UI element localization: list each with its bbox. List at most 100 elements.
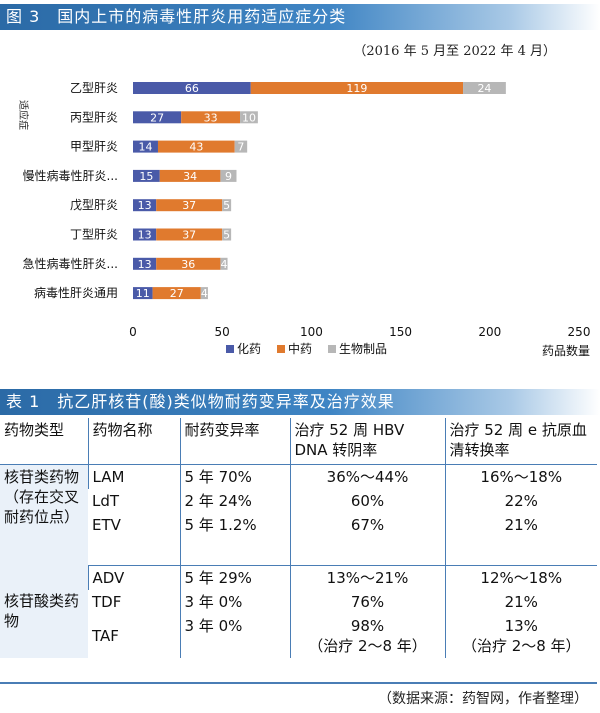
table-row: 核苷类药物（存在交叉耐药位点） LAM 5 年 70% 36%～44% 16%～… — [0, 464, 597, 565]
sero-rate-cell: 13% （治疗 2～8 年） — [444, 613, 597, 658]
header-drug-type: 药物类型 — [0, 418, 88, 465]
sero-rate-note: （治疗 2～8 年） — [461, 636, 581, 655]
category-label: 病毒性肝炎通用 — [34, 285, 118, 300]
table-row: ETV 5 年 1.2% 67% 21% — [0, 513, 597, 566]
bar-segment-chemical — [133, 287, 153, 300]
dna-rate-cell: 67% — [289, 513, 445, 566]
table-bottom-rule — [0, 682, 597, 684]
bar-value-label: 9 — [225, 170, 232, 183]
bar-value-label: 33 — [204, 111, 218, 124]
bar-value-label: 27 — [150, 111, 164, 124]
bar-segment-biologic — [234, 140, 248, 153]
bar-segment-chemical — [133, 111, 182, 124]
bar-segment-biologic — [200, 287, 208, 300]
category-label: 丁型肝炎 — [70, 228, 118, 242]
drug-name-cell: LAM — [87, 464, 180, 489]
category-label: 急性病毒性肝炎... — [23, 256, 118, 271]
x-tick-label: 250 — [568, 325, 591, 339]
bar-segment-tcm — [156, 257, 221, 270]
bar-segment-biologic — [220, 257, 228, 270]
bar-segment-tcm — [181, 111, 241, 124]
dna-rate-cell: 60% — [289, 489, 445, 513]
bar-value-label: 10 — [242, 111, 256, 124]
dna-rate-cell: 13%～21% — [289, 565, 445, 590]
sero-rate-cell: 21% — [444, 589, 597, 614]
bar-segment-tcm — [156, 199, 223, 212]
bar-segment-biologic — [220, 169, 237, 182]
header-resistance-rate: 耐药变异率 — [179, 418, 290, 465]
legend-label: 生物制品 — [339, 342, 387, 356]
bar-value-label: 7 — [237, 141, 244, 154]
bar-segment-chemical — [133, 140, 158, 153]
legend-label: 化药 — [237, 342, 261, 356]
legend-swatch — [226, 345, 234, 353]
bar-segment-chemical — [133, 257, 157, 270]
resistance-rate-cell: 5 年 29% — [179, 565, 290, 590]
bar-value-label: 37 — [182, 229, 196, 242]
table-title-banner: 表 1 抗乙肝核苷(酸)类似物耐药变异率及治疗效果 — [0, 389, 600, 415]
drug-name-cell: TAF — [92, 626, 119, 645]
drug-name-cell: TDF — [92, 592, 122, 611]
header-dna-negative-rate: 治疗 52 周 HBV DNA 转阴率 — [289, 418, 445, 465]
x-axis-title: 药品数量 — [542, 343, 590, 358]
bar-value-label: 4 — [220, 258, 227, 271]
drug-type-cell: 核苷酸类药物 — [0, 565, 88, 658]
bar-value-label: 5 — [223, 229, 230, 242]
category-label: 甲型肝炎 — [70, 140, 118, 154]
resistance-rate-cell: 3 年 0% — [179, 589, 290, 614]
resistance-rate-cell: 5 年 1.2% — [179, 513, 290, 566]
sero-rate-cell: 12%～18% — [444, 565, 597, 590]
x-tick-label: 50 — [215, 325, 230, 339]
sero-rate-value: 13% — [504, 616, 538, 635]
bar-segment-tcm — [159, 169, 221, 182]
bar-segment-tcm — [157, 140, 235, 153]
drug-type-cell: 核苷类药物（存在交叉耐药位点） — [0, 464, 88, 565]
resistance-rate-cell: 3 年 0% — [179, 613, 290, 658]
x-tick-label: 200 — [478, 325, 501, 339]
bar-value-label: 13 — [138, 258, 152, 271]
category-label: 丙型肝炎 — [70, 110, 118, 124]
table-row: TAF 3 年 0% 98% （治疗 2～8 年） 13% （治疗 2～8 年） — [0, 613, 597, 658]
drug-name-cell: LdT — [92, 492, 120, 510]
bar-value-label: 119 — [346, 82, 367, 95]
bar-segment-tcm — [156, 228, 223, 241]
bar-segment-biologic — [240, 111, 258, 124]
drug-resistance-table: 药物类型 药物名称 耐药变异率 治疗 52 周 HBV DNA 转阴率 治疗 5… — [0, 418, 597, 658]
sero-rate-cell: 21% — [444, 513, 597, 566]
bar-segment-chemical — [133, 199, 157, 212]
bar-segment-chemical — [133, 82, 251, 94]
header-e-antigen-rate: 治疗 52 周 e 抗原血清转换率 — [444, 418, 597, 465]
bar-value-label: 36 — [181, 258, 195, 271]
bar-segment-tcm — [250, 82, 464, 94]
bar-value-label: 5 — [223, 199, 230, 212]
dna-rate-value: 98% — [350, 616, 385, 635]
table-header-row: 药物类型 药物名称 耐药变异率 治疗 52 周 HBV DNA 转阴率 治疗 5… — [0, 418, 597, 465]
bar-value-label: 13 — [138, 229, 152, 242]
date-range-note: （2016 年 5 月至 2022 年 4 月） — [353, 44, 556, 59]
legend-swatch — [277, 345, 285, 353]
dna-rate-cell: 36%～44% — [289, 464, 445, 489]
bar-value-label: 14 — [138, 141, 152, 154]
data-source-note: （数据来源：药智网，作者整理） — [378, 691, 588, 707]
table-row: TDF 3 年 0% 76% 21% — [0, 589, 597, 614]
y-axis-title: 适应症 — [17, 100, 30, 130]
category-label: 乙型肝炎 — [70, 81, 118, 95]
drug-name-cell: ETV — [88, 513, 180, 566]
x-tick-label: 0 — [129, 325, 137, 339]
bar-value-label: 15 — [139, 170, 153, 183]
bar-value-label: 11 — [136, 287, 150, 300]
bar-segment-tcm — [152, 287, 201, 300]
dna-rate-cell: 98% （治疗 2～8 年） — [289, 613, 445, 658]
drug-name-cell: ADV — [87, 565, 180, 590]
table-row: LdT 2 年 24% 60% 22% — [0, 489, 597, 513]
bar-value-label: 37 — [182, 199, 196, 212]
bar-segment-chemical — [133, 169, 160, 182]
resistance-rate-cell: 5 年 70% — [179, 464, 290, 489]
dna-rate-note: （治疗 2～8 年） — [308, 636, 427, 655]
bar-value-label: 24 — [477, 82, 491, 95]
category-label: 戊型肝炎 — [70, 198, 118, 212]
bar-value-label: 27 — [170, 287, 184, 300]
bar-value-label: 66 — [185, 82, 199, 95]
bar-value-label: 4 — [201, 287, 208, 300]
